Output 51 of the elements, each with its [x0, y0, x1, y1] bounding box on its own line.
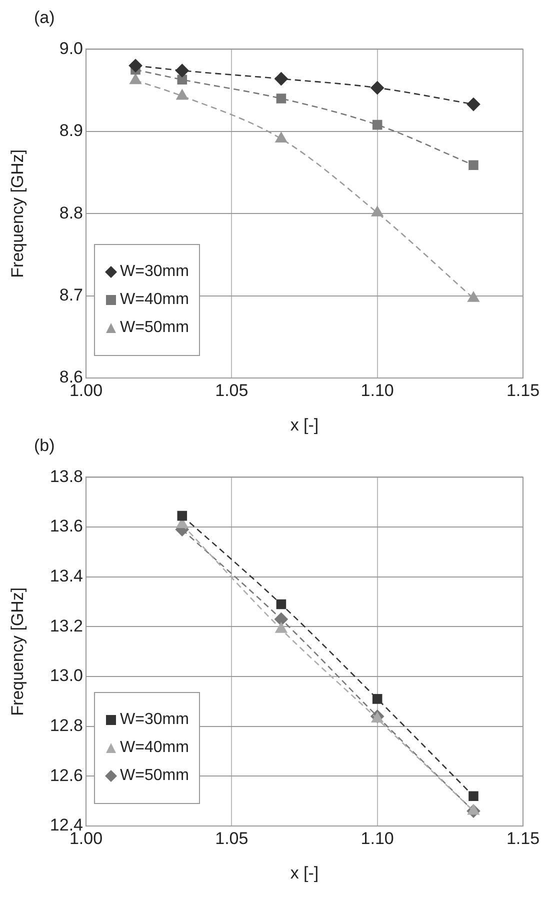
point [372, 694, 382, 704]
point [468, 804, 480, 815]
y-tick-label: 8.9 [59, 121, 83, 140]
point [274, 612, 288, 626]
point [176, 89, 188, 100]
point [276, 94, 286, 104]
y-tick-label: 13.0 [50, 666, 83, 686]
x-tick-label: 1.10 [360, 380, 394, 400]
y-tick-label: 9.0 [59, 38, 83, 58]
point [175, 64, 189, 78]
point [468, 791, 478, 801]
y-tick-label: 13.8 [50, 466, 83, 486]
y-tick-label: 13.4 [50, 566, 83, 586]
x-axis-title: x [-] [290, 863, 319, 882]
point [177, 74, 188, 85]
legend-label: W=30mm [120, 711, 189, 729]
point [128, 58, 142, 72]
y-tick-label: 12.6 [50, 766, 83, 785]
y-axis-title: Frequency [GHz] [8, 587, 27, 716]
point [468, 160, 478, 170]
point [468, 292, 480, 302]
point [371, 206, 384, 216]
y-tick-label: 13.2 [50, 616, 83, 636]
point [177, 510, 188, 521]
y-tick-label: 8.8 [59, 203, 83, 222]
point [276, 599, 286, 610]
x-axis-title: x [-] [290, 415, 319, 434]
point [371, 712, 384, 723]
point [466, 98, 480, 111]
chart-title: (b) [33, 436, 56, 457]
y-tick-label: 13.6 [50, 516, 83, 536]
y-axis-title: Frequency [GHz] [8, 149, 27, 278]
legend-label: W=40mm [120, 291, 189, 309]
legend-label: W=50mm [120, 319, 189, 337]
point [274, 72, 288, 86]
legend-label: W=50mm [120, 767, 189, 785]
point [130, 74, 142, 84]
y-tick-label: 8.7 [59, 285, 83, 304]
legend-label: W=30mm [120, 263, 189, 281]
point [370, 81, 384, 94]
x-tick-label: 1.05 [215, 828, 248, 848]
chart-title: (a) [33, 8, 56, 29]
x-tick-label: 1.10 [360, 828, 394, 848]
point [275, 132, 288, 142]
point [275, 622, 288, 633]
legend-label: W=40mm [120, 739, 189, 757]
x-tick-label: 1.05 [215, 380, 248, 400]
x-tick-label: 1.15 [506, 828, 540, 848]
x-tick-label: 1.15 [506, 380, 540, 400]
point [372, 120, 382, 130]
y-tick-label: 12.8 [50, 716, 83, 736]
